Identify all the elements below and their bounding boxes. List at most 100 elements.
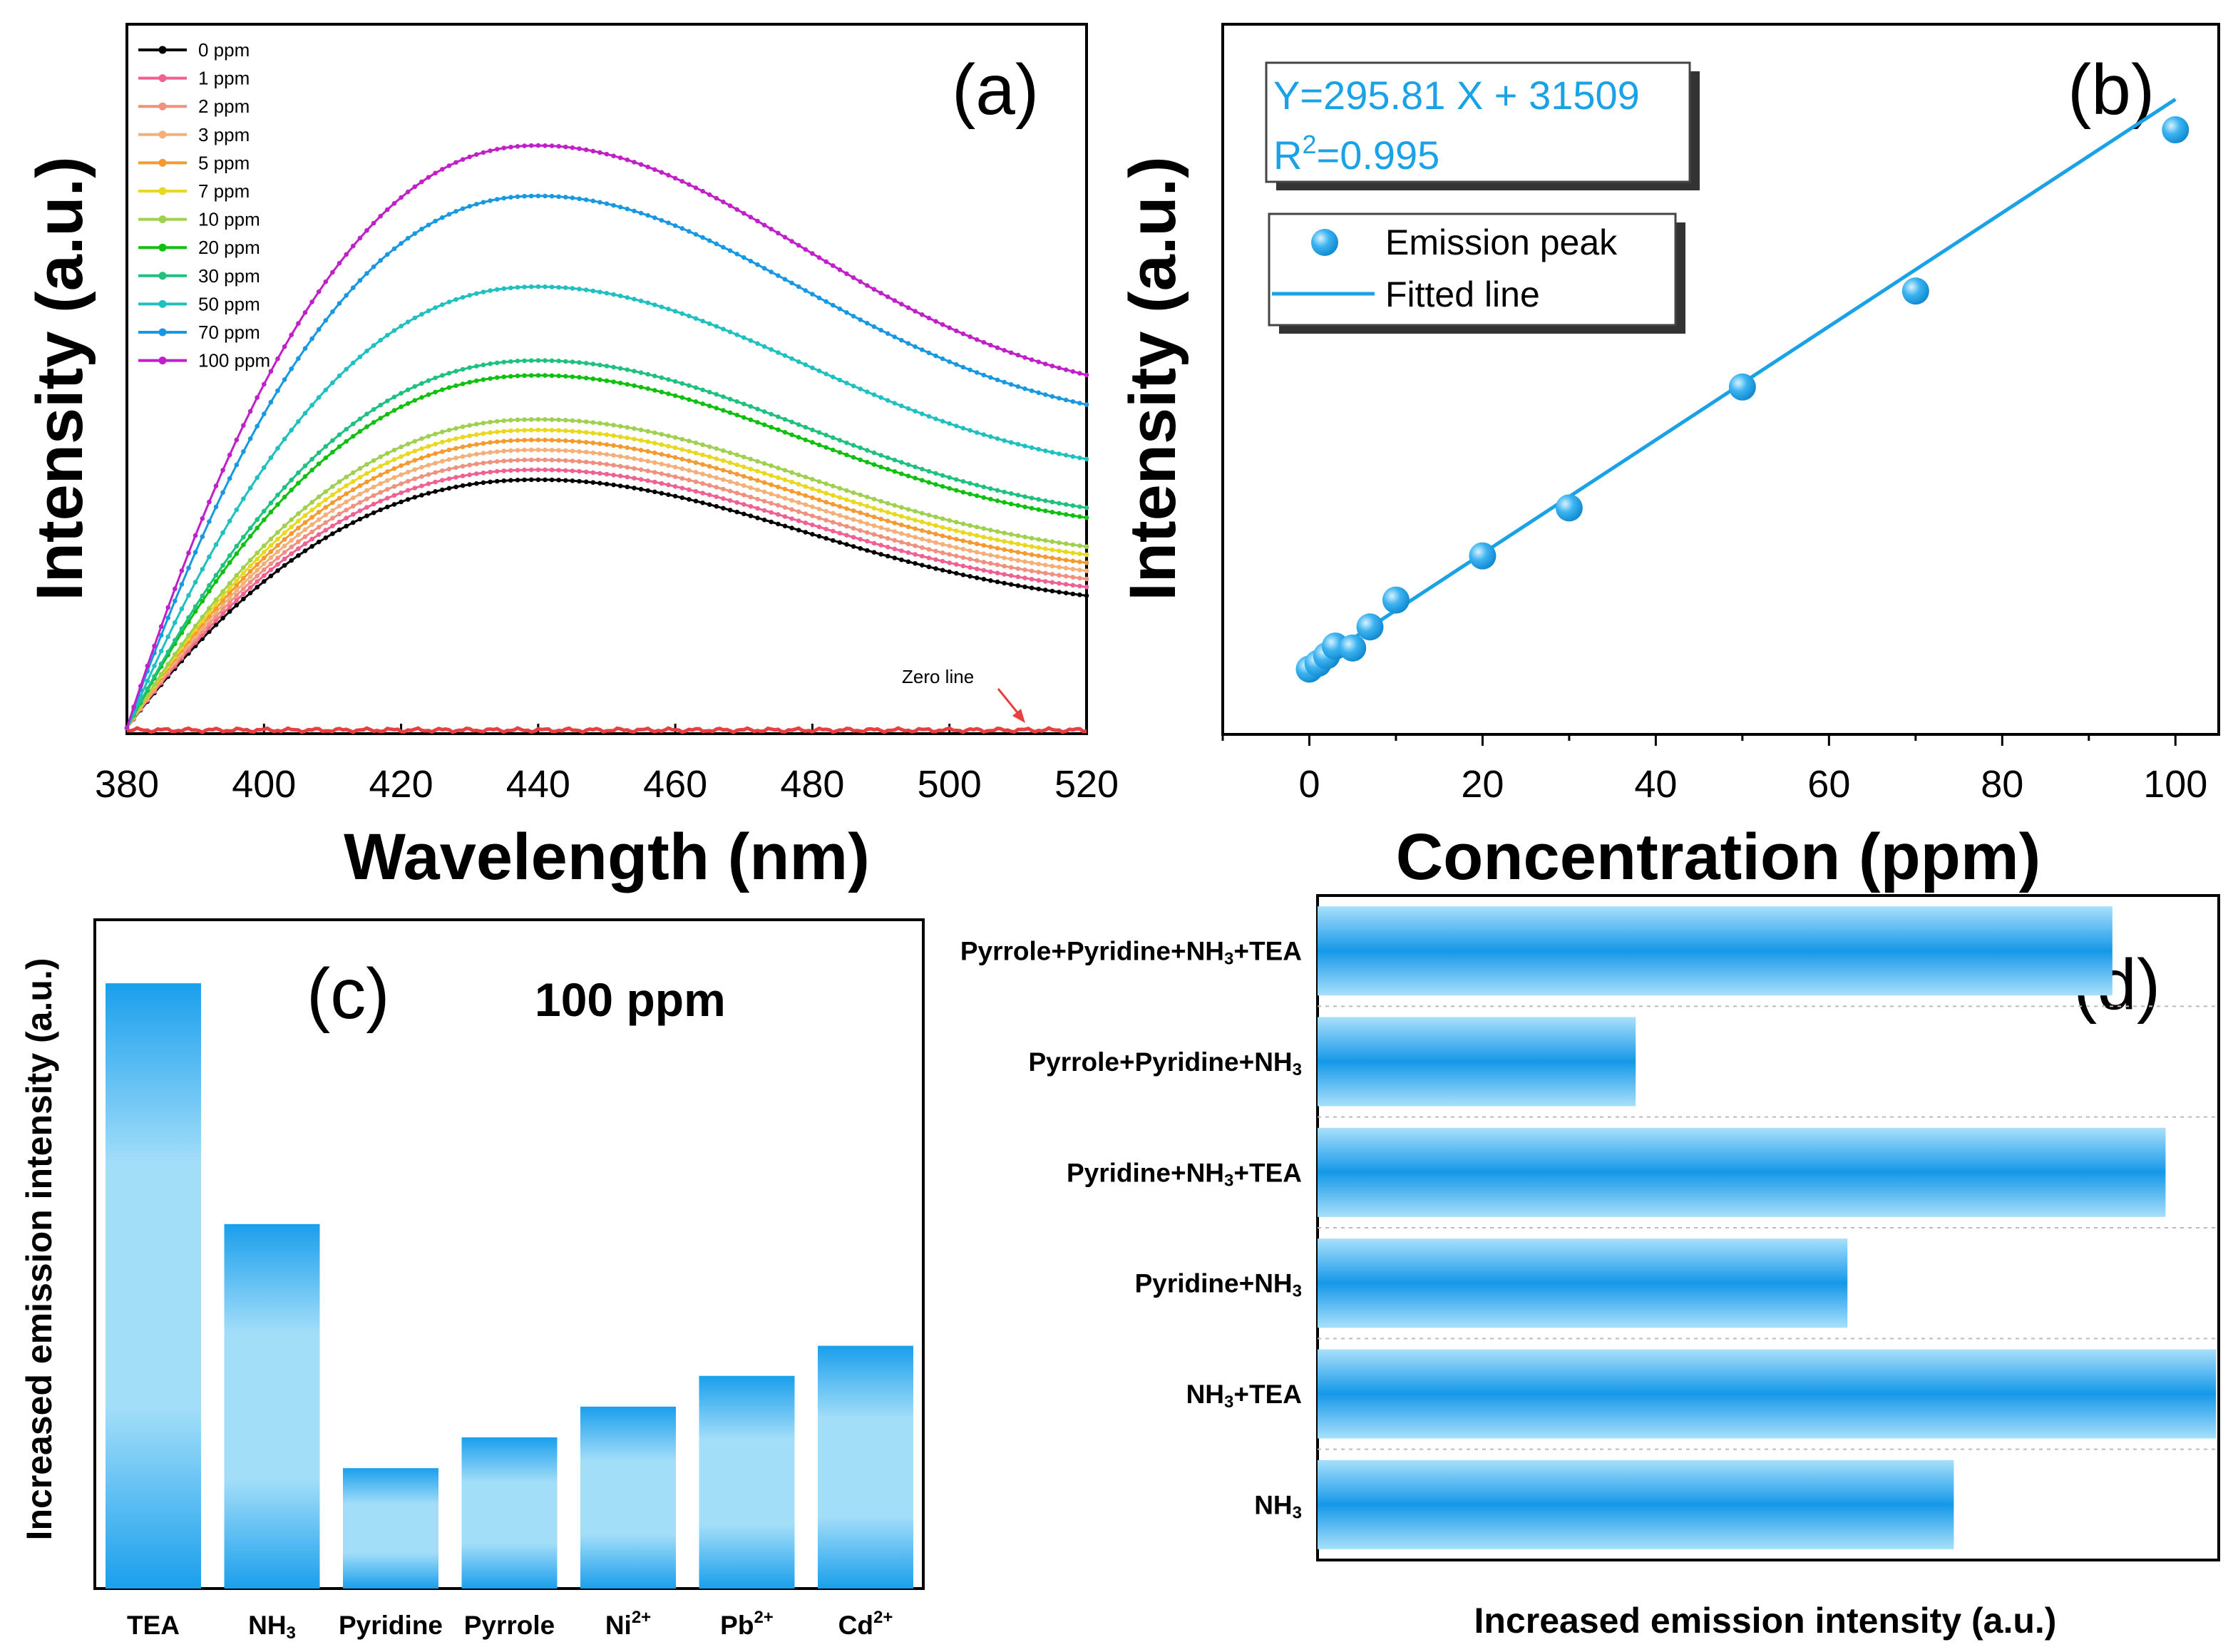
series-marker <box>769 501 774 506</box>
series-marker <box>1002 555 1007 560</box>
series-marker <box>1057 451 1062 456</box>
series-marker <box>1057 396 1062 401</box>
series-marker <box>207 605 212 611</box>
series-marker <box>227 560 232 565</box>
series-marker <box>405 497 411 502</box>
series-marker <box>1036 537 1041 542</box>
series-marker <box>378 337 383 343</box>
series-marker <box>467 204 472 209</box>
series-marker <box>707 404 712 409</box>
series-marker <box>782 505 788 510</box>
series-marker <box>1029 496 1035 501</box>
series-marker <box>988 569 993 575</box>
series-marker <box>1022 534 1027 540</box>
series-marker <box>570 145 575 150</box>
series-marker <box>672 455 678 460</box>
series-marker <box>871 324 877 329</box>
series-marker <box>467 154 472 160</box>
series-marker <box>460 454 466 459</box>
series-marker <box>974 430 980 435</box>
series-marker <box>611 443 616 448</box>
series-marker <box>583 440 589 445</box>
series-marker <box>330 523 335 528</box>
series-marker <box>988 496 993 502</box>
series-marker <box>1036 578 1041 583</box>
series-marker <box>707 502 712 507</box>
series-marker <box>761 480 767 486</box>
series-marker <box>549 448 555 453</box>
series-marker <box>988 553 993 558</box>
series-marker <box>412 184 418 190</box>
series-marker <box>391 484 397 489</box>
series-marker <box>405 401 411 406</box>
series-marker <box>714 195 719 201</box>
series-marker <box>761 489 767 495</box>
series-marker <box>535 416 541 422</box>
series-marker <box>871 392 877 397</box>
series-marker <box>528 373 534 378</box>
series-marker <box>1077 543 1082 548</box>
series-marker <box>851 455 856 460</box>
series-marker <box>309 500 314 505</box>
series-marker <box>173 598 178 604</box>
series-marker <box>247 436 253 441</box>
series-marker <box>858 457 863 463</box>
series-marker <box>960 546 966 552</box>
series-marker <box>344 426 349 432</box>
series-marker <box>995 579 1000 585</box>
series-marker <box>481 470 486 476</box>
series-marker <box>508 438 513 443</box>
series-marker <box>926 538 932 543</box>
series-marker <box>1049 563 1055 569</box>
series-marker <box>837 530 843 536</box>
series-marker <box>262 561 267 567</box>
series-marker <box>556 373 561 379</box>
panel-b-tick-label: 100 <box>2143 763 2207 806</box>
series-marker <box>440 478 445 483</box>
series-marker <box>755 515 760 520</box>
series-marker <box>371 407 376 412</box>
series-marker <box>474 432 479 437</box>
series-marker <box>638 486 644 492</box>
series-marker <box>337 260 342 266</box>
series-marker <box>734 471 739 477</box>
series-marker <box>672 435 678 440</box>
series-marker <box>488 469 493 475</box>
legend-marker <box>158 272 167 280</box>
series-marker <box>227 600 232 605</box>
series-marker <box>981 568 987 573</box>
series-marker <box>453 160 458 165</box>
series-marker <box>1022 559 1027 564</box>
legend-marker <box>158 187 167 195</box>
series-marker <box>617 205 623 210</box>
series-marker <box>474 451 479 457</box>
series-marker <box>364 227 369 233</box>
series-marker <box>1036 586 1041 592</box>
series-marker <box>851 535 856 540</box>
series-marker <box>296 511 301 516</box>
series-marker <box>707 192 712 197</box>
series-marker <box>625 445 630 451</box>
series-marker <box>844 515 849 520</box>
series-marker <box>302 310 308 315</box>
series-marker <box>446 385 452 390</box>
series-marker <box>988 578 993 583</box>
series-marker <box>899 548 904 553</box>
series-marker <box>666 453 671 458</box>
series-marker <box>823 518 828 523</box>
series-marker <box>1084 544 1089 549</box>
series-marker <box>460 463 466 469</box>
series-marker <box>803 424 808 430</box>
series-marker <box>1036 446 1041 452</box>
series-marker <box>687 487 692 493</box>
series-marker <box>255 573 260 578</box>
series-marker <box>316 289 322 294</box>
series-marker <box>1008 540 1014 545</box>
series-marker <box>604 151 610 157</box>
series-marker <box>1049 510 1055 515</box>
series-marker <box>1002 580 1007 586</box>
series-marker <box>844 523 849 529</box>
series-marker <box>865 321 870 326</box>
series-marker <box>453 475 458 480</box>
series-marker <box>974 483 980 488</box>
